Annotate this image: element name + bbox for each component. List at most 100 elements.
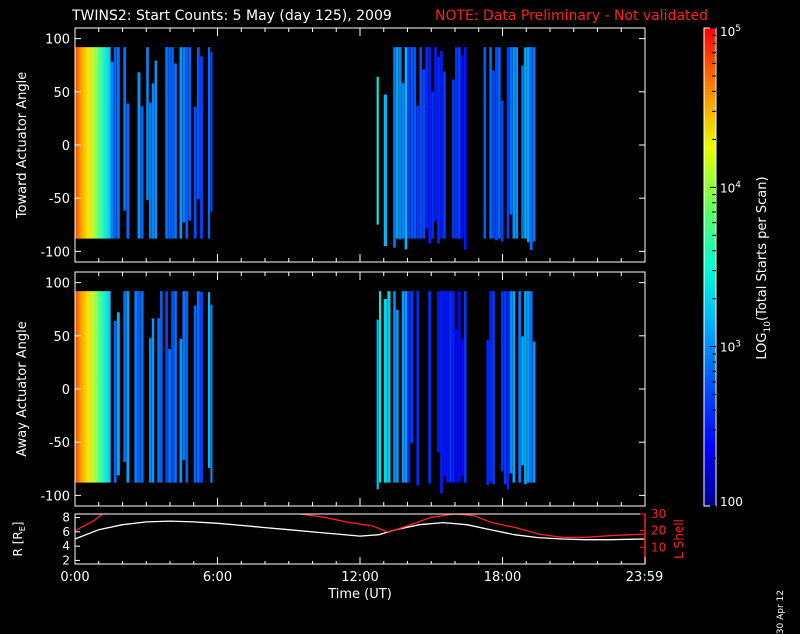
twins-start-counts-figure: TWINS2: Start Counts: 5 May (day 125), 2… (11, 8, 773, 600)
heatmap-cell (113, 320, 117, 483)
heatmap-cell (431, 91, 434, 239)
heatmap-cell (376, 319, 379, 490)
heatmap-cell (506, 47, 510, 239)
x-tick-label: 0:00 (60, 570, 89, 585)
heatmap-cell (521, 336, 524, 466)
x-tick-label: 6:00 (203, 570, 232, 585)
away-actuator-panel: 100 50 0 -50 -100 Away Actuator Angle (15, 271, 646, 507)
heatmap-cell (483, 47, 487, 239)
heatmap-cell (419, 47, 423, 239)
heatmap-cell (168, 349, 171, 483)
heatmap-cell (383, 298, 387, 483)
heatmap-cell (452, 291, 455, 483)
heatmap-cell (393, 291, 396, 483)
heatmap-cell (165, 47, 168, 239)
heatmap-cell (404, 291, 408, 483)
heatmap-cell (149, 102, 152, 239)
heatmap-cell (457, 47, 461, 239)
y-axis-label: Away Actuator Angle (15, 321, 30, 456)
heatmap-cell (179, 338, 183, 483)
heatmap-cell (416, 105, 420, 239)
heatmap-cell (529, 291, 533, 483)
panel-frame (74, 27, 646, 263)
heatmap-cell (500, 291, 504, 472)
heatmap-cell (146, 47, 149, 200)
heatmap-cell (113, 47, 117, 239)
heatmap-cell (137, 72, 141, 239)
heatmap-cell (498, 47, 501, 239)
heatmap-cell (495, 47, 498, 241)
heatmap-cell (401, 291, 405, 483)
heatmap-cell (193, 305, 197, 483)
heatmap-cell (208, 292, 211, 468)
heatmap-cell (463, 47, 467, 250)
heatmap-cell (196, 47, 200, 199)
l-shell-line (75, 514, 645, 538)
heatmap-cell (422, 69, 426, 239)
heatmap-cell (160, 291, 163, 483)
heatmap-cell (446, 291, 449, 483)
y-tick-label: -100 (40, 489, 70, 504)
y-tick-label: -100 (40, 245, 70, 260)
heatmap-cell (185, 47, 189, 239)
heatmap-cell (134, 291, 138, 483)
heatmap-cell (524, 47, 527, 239)
heatmap-cell (527, 291, 530, 483)
heatmap-cell (196, 291, 200, 483)
figure-title: TWINS2: Start Counts: 5 May (day 125), 2… (71, 8, 392, 24)
heatmap-cell (460, 55, 464, 239)
heatmap-cell (529, 47, 533, 250)
heatmap-cell (171, 47, 174, 239)
heatmap-cell (428, 291, 431, 484)
heatmap-cell (210, 52, 213, 212)
heatmap-cell (486, 340, 490, 486)
heatmap-cell (437, 291, 440, 453)
heatmap-cell (126, 103, 130, 239)
y-tick-label: 6 (62, 525, 70, 539)
heatmap-cell (443, 71, 446, 239)
heatmap-cell (116, 312, 120, 476)
x-tick-label: 12:00 (341, 570, 378, 585)
heatmap-cell (463, 291, 467, 483)
heatmap-cell (379, 291, 382, 483)
heatmap-cell (193, 106, 197, 239)
colorbar-tick-label: 104 (720, 180, 741, 195)
heatmap-cell (171, 291, 174, 483)
x-tick-label: 23:59 (626, 570, 663, 585)
heatmap-cell (149, 337, 152, 483)
heatmap-cell (396, 309, 399, 483)
heatmap-cell (503, 291, 507, 485)
left-axis-label: R [RE] (11, 522, 27, 557)
heatmap-cell (410, 47, 414, 239)
heatmap-cell (208, 47, 211, 239)
heatmap-cell (110, 61, 114, 239)
heatmap-cell (179, 47, 183, 239)
right-axis-label: L Shell (672, 519, 686, 559)
y-tick-label: 0 (62, 383, 70, 398)
heatmap-cell (401, 83, 405, 239)
heatmap-cell (398, 47, 402, 240)
heatmap-cell (455, 329, 458, 483)
y-tick-label: -50 (49, 436, 70, 451)
heatmap-cell (532, 341, 536, 483)
heatmap-cell (492, 70, 495, 239)
toward-actuator-panel: 100 50 0 -50 -100 Toward Actuator Angle (15, 27, 646, 263)
heatmap-cell (512, 47, 516, 239)
heatmap-cell (425, 47, 428, 229)
heatmap-cell (151, 318, 155, 483)
heatmap-cell (75, 47, 111, 239)
y-tick-label: -50 (49, 192, 70, 207)
colorbar: 100 103 104 105 LOG10(Total Starts per Scan… (703, 24, 773, 509)
heatmap-cell (428, 47, 431, 244)
heatmap-cell (383, 94, 387, 247)
heatmap-cell (165, 291, 168, 483)
heatmap-cell (509, 291, 513, 474)
heatmap-cell (527, 47, 530, 243)
heatmap-cell (440, 291, 443, 494)
colorbar-scale (703, 27, 717, 507)
heatmap-cell (489, 47, 492, 239)
heatmap-cell (157, 318, 160, 483)
heatmap-cell (410, 291, 414, 444)
heatmap-cell (387, 291, 391, 483)
